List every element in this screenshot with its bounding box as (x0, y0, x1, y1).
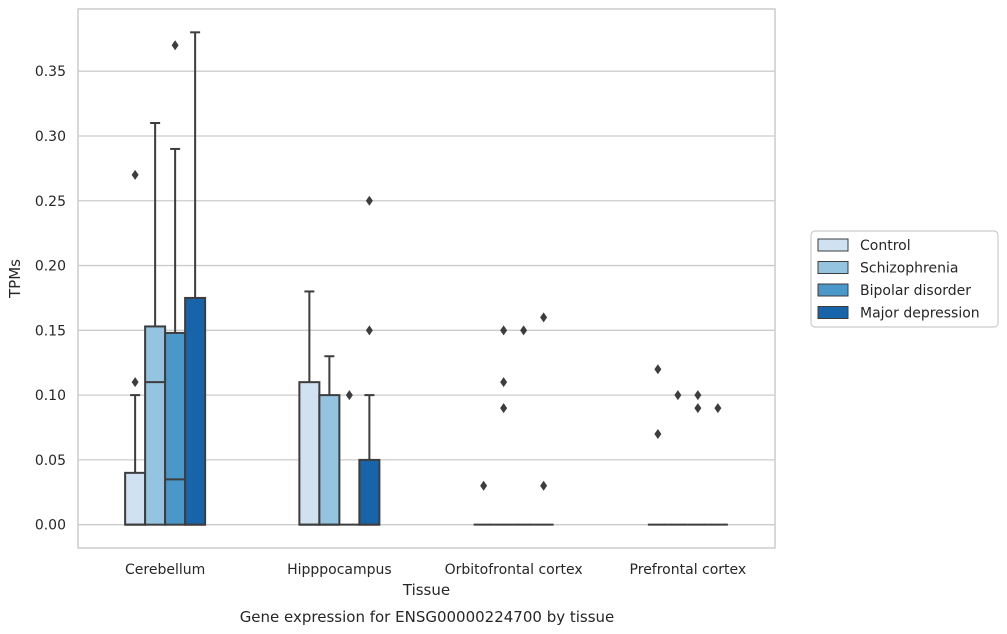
x-tick-label: Orbitofrontal cortex (445, 562, 583, 578)
outlier-point (694, 390, 702, 401)
box-bipolar-disorder (339, 390, 360, 526)
outlier-point (540, 480, 548, 491)
legend-entry: Major depression (860, 306, 980, 322)
chart-caption: Gene expression for ENSG00000224700 by t… (240, 608, 615, 626)
legend-entry: Control (860, 238, 911, 254)
outlier-point (131, 377, 139, 388)
outlier-point (365, 325, 373, 336)
legend-swatch (817, 261, 849, 274)
y-tick-label: 0.25 (35, 194, 66, 210)
outlier-point (540, 312, 548, 323)
outlier-point (365, 195, 373, 206)
legend-swatch (817, 306, 849, 319)
box-body (164, 331, 187, 526)
box-control (298, 290, 321, 526)
legend-swatch (817, 283, 849, 297)
legend: Control Schizophrenia Bipolar disorder Majo… (810, 230, 999, 328)
box-schizophrenia (318, 355, 341, 526)
y-tick-label: 0.20 (35, 259, 66, 275)
outlier-point (654, 428, 662, 439)
legend-entry: Bipolar disorder (860, 283, 971, 299)
x-axis-ticks: Cerebellum Hipppocampus Orbitofrontal cort… (125, 562, 746, 578)
y-tick-label: 0.05 (35, 453, 66, 469)
outlier-point (345, 390, 353, 401)
box-schizophrenia (667, 390, 688, 526)
box-schizophrenia (144, 122, 167, 526)
box-major-depression (184, 31, 207, 526)
box-major-depression (707, 403, 728, 526)
box-body (358, 458, 381, 526)
y-tick-label: 0.30 (35, 129, 66, 145)
y-axis-ticks: 0.00 0.05 0.10 0.15 0.20 0.25 0.30 0.35 (35, 64, 66, 533)
box-control (124, 169, 147, 526)
legend-entry: Schizophrenia (860, 261, 958, 277)
outlier-point (520, 325, 528, 336)
x-tick-label: Cerebellum (125, 562, 205, 578)
box-bipolar-disorder (513, 325, 534, 526)
outlier-point (480, 480, 488, 491)
box-body (298, 381, 321, 526)
box-body (124, 471, 147, 526)
box-body (318, 394, 341, 526)
box-control (647, 364, 668, 526)
outlier-point (500, 325, 508, 336)
legend-frame (810, 230, 999, 328)
outlier-point (674, 390, 682, 401)
box-bipolar-disorder (164, 40, 187, 526)
y-tick-label: 0.35 (35, 64, 66, 80)
box-major-depression (358, 195, 381, 526)
box-schizophrenia (493, 325, 514, 526)
outlier-point (171, 40, 179, 51)
box-series (124, 31, 728, 526)
x-tick-label: Prefrontal cortex (630, 562, 747, 578)
outlier-point (694, 403, 702, 414)
plot-area-frame (77, 8, 776, 549)
box-control (473, 480, 494, 526)
box-body (184, 296, 207, 526)
legend-swatch (817, 238, 849, 252)
y-axis-title: TPMs (6, 259, 24, 299)
outlier-point (500, 377, 508, 388)
outlier-point (654, 364, 662, 375)
y-tick-label: 0.00 (35, 518, 66, 534)
outlier-point (500, 403, 508, 414)
outlier-point (131, 169, 139, 180)
outlier-point (714, 403, 722, 414)
box-body (144, 325, 167, 526)
y-tick-label: 0.15 (35, 323, 66, 339)
y-tick-label: 0.10 (35, 388, 66, 404)
x-axis-title: Tissue (402, 581, 450, 599)
x-tick-label: Hipppocampus (287, 562, 392, 578)
box-major-depression (533, 312, 554, 526)
box-bipolar-disorder (687, 390, 708, 526)
